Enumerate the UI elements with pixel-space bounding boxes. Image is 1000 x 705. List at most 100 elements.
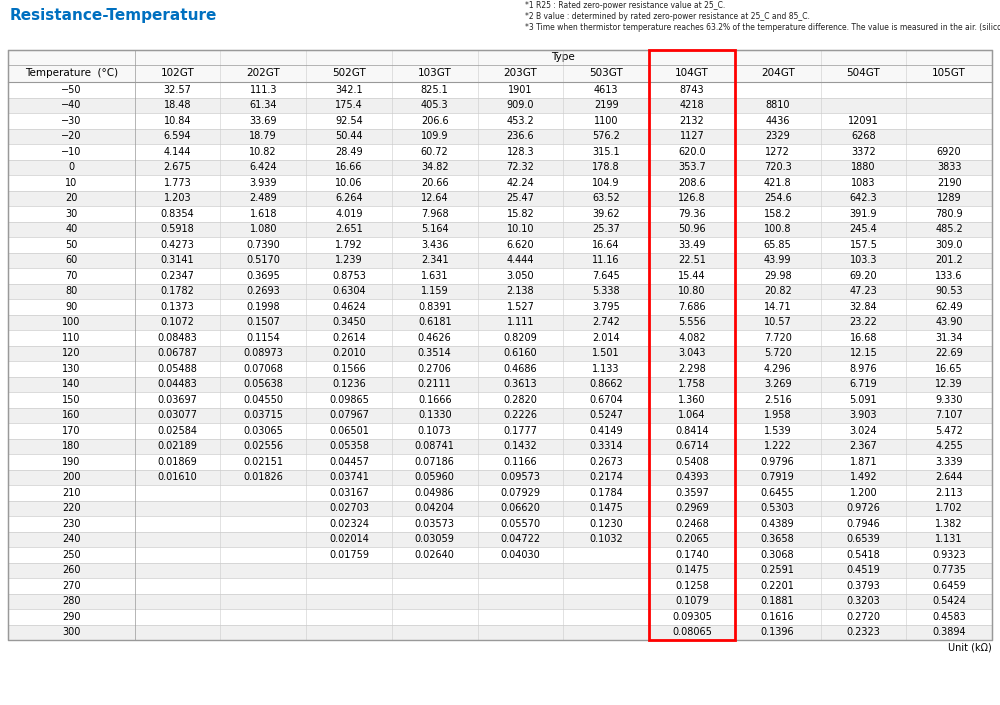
Text: 1.200: 1.200 — [850, 488, 877, 498]
Text: *1 R25 : Rated zero-power resistance value at 25_C.: *1 R25 : Rated zero-power resistance val… — [525, 1, 725, 10]
Text: 0.1072: 0.1072 — [161, 317, 194, 327]
Text: 909.0: 909.0 — [507, 100, 534, 110]
Bar — [8, 594, 992, 609]
Text: 245.4: 245.4 — [850, 224, 877, 234]
Bar — [8, 206, 992, 221]
Text: 0.6455: 0.6455 — [761, 488, 795, 498]
Text: 103.3: 103.3 — [850, 255, 877, 265]
Text: −40: −40 — [61, 100, 82, 110]
Text: 20.66: 20.66 — [421, 178, 449, 188]
Text: 0.8209: 0.8209 — [504, 333, 537, 343]
Text: 0.07967: 0.07967 — [329, 410, 369, 420]
Text: 22.69: 22.69 — [935, 348, 963, 358]
Text: 0.4389: 0.4389 — [761, 519, 794, 529]
Text: 0.1782: 0.1782 — [161, 286, 194, 296]
Bar — [8, 609, 992, 625]
Text: 0.7390: 0.7390 — [246, 240, 280, 250]
Bar — [8, 345, 992, 361]
Text: 10.10: 10.10 — [507, 224, 534, 234]
Text: 39.62: 39.62 — [592, 209, 620, 219]
Text: 260: 260 — [62, 565, 81, 575]
Text: 47.23: 47.23 — [850, 286, 877, 296]
Bar — [8, 252, 992, 268]
Text: 0.8414: 0.8414 — [675, 426, 709, 436]
Text: 2.341: 2.341 — [421, 255, 449, 265]
Text: 7.107: 7.107 — [935, 410, 963, 420]
Text: 14.71: 14.71 — [764, 302, 791, 312]
Text: 0.06787: 0.06787 — [158, 348, 198, 358]
Text: 20: 20 — [65, 193, 78, 203]
Text: 0.3613: 0.3613 — [504, 379, 537, 389]
Bar — [8, 376, 992, 392]
Text: 10: 10 — [65, 178, 77, 188]
Bar — [8, 128, 992, 144]
Text: 0.3203: 0.3203 — [847, 596, 880, 606]
Text: 10.80: 10.80 — [678, 286, 706, 296]
Text: 23.22: 23.22 — [849, 317, 877, 327]
Text: Unit (kΩ): Unit (kΩ) — [948, 643, 992, 653]
Text: 3.050: 3.050 — [507, 271, 534, 281]
Text: 0.5247: 0.5247 — [589, 410, 623, 420]
Text: 3.436: 3.436 — [421, 240, 448, 250]
Text: 0.09865: 0.09865 — [329, 395, 369, 405]
Text: 0.6539: 0.6539 — [847, 534, 880, 544]
Text: 620.0: 620.0 — [678, 147, 706, 157]
Text: 0.1236: 0.1236 — [332, 379, 366, 389]
Text: 1.111: 1.111 — [507, 317, 534, 327]
Bar — [8, 330, 992, 345]
Text: 230: 230 — [62, 519, 81, 529]
Text: 576.2: 576.2 — [592, 131, 620, 141]
Text: 105GT: 105GT — [932, 68, 966, 78]
Text: 1.773: 1.773 — [164, 178, 191, 188]
Text: 0.2693: 0.2693 — [246, 286, 280, 296]
Text: 4.296: 4.296 — [764, 364, 791, 374]
Text: *3 Time when thermistor temperature reaches 63.2% of the temperature difference.: *3 Time when thermistor temperature reac… — [525, 23, 1000, 32]
Bar — [8, 144, 992, 159]
Text: 90.53: 90.53 — [935, 286, 963, 296]
Text: 190: 190 — [62, 457, 81, 467]
Text: 6.264: 6.264 — [335, 193, 363, 203]
Text: 79.36: 79.36 — [678, 209, 706, 219]
Text: 10.06: 10.06 — [335, 178, 363, 188]
Text: 150: 150 — [62, 395, 81, 405]
Text: 32.57: 32.57 — [164, 85, 191, 94]
Text: 0.02584: 0.02584 — [158, 426, 198, 436]
Text: −30: −30 — [61, 116, 82, 125]
Text: 720.3: 720.3 — [764, 162, 792, 172]
Text: 1.958: 1.958 — [764, 410, 791, 420]
Text: 353.7: 353.7 — [678, 162, 706, 172]
Text: 1.492: 1.492 — [850, 472, 877, 482]
Text: 504GT: 504GT — [847, 68, 880, 78]
Bar — [8, 501, 992, 516]
Text: 15.44: 15.44 — [678, 271, 706, 281]
Text: 0.1881: 0.1881 — [761, 596, 794, 606]
Text: 0.1566: 0.1566 — [332, 364, 366, 374]
Text: 200: 200 — [62, 472, 81, 482]
Text: 0.3314: 0.3314 — [589, 441, 623, 451]
Text: 0.06501: 0.06501 — [329, 426, 369, 436]
Text: 0.1258: 0.1258 — [675, 581, 709, 591]
Text: 60.72: 60.72 — [421, 147, 449, 157]
Text: 0.6304: 0.6304 — [332, 286, 366, 296]
Text: 0.01759: 0.01759 — [329, 550, 369, 560]
Text: 1.618: 1.618 — [250, 209, 277, 219]
Text: 236.6: 236.6 — [507, 131, 534, 141]
Text: 0.2174: 0.2174 — [589, 472, 623, 482]
Text: 1127: 1127 — [680, 131, 704, 141]
Text: 0.05488: 0.05488 — [158, 364, 197, 374]
Text: 0.4583: 0.4583 — [932, 612, 966, 622]
Text: 90: 90 — [65, 302, 77, 312]
Text: 0.1032: 0.1032 — [589, 534, 623, 544]
Text: 33.49: 33.49 — [678, 240, 706, 250]
Text: 220: 220 — [62, 503, 81, 513]
Text: 0.03715: 0.03715 — [243, 410, 283, 420]
Text: 1.133: 1.133 — [592, 364, 620, 374]
Text: 6.424: 6.424 — [249, 162, 277, 172]
Bar — [8, 237, 992, 252]
Text: 0.8391: 0.8391 — [418, 302, 452, 312]
Bar — [8, 516, 992, 532]
Text: 4.255: 4.255 — [935, 441, 963, 451]
Text: 0.07186: 0.07186 — [415, 457, 455, 467]
Text: 0.07068: 0.07068 — [243, 364, 283, 374]
Text: 1272: 1272 — [765, 147, 790, 157]
